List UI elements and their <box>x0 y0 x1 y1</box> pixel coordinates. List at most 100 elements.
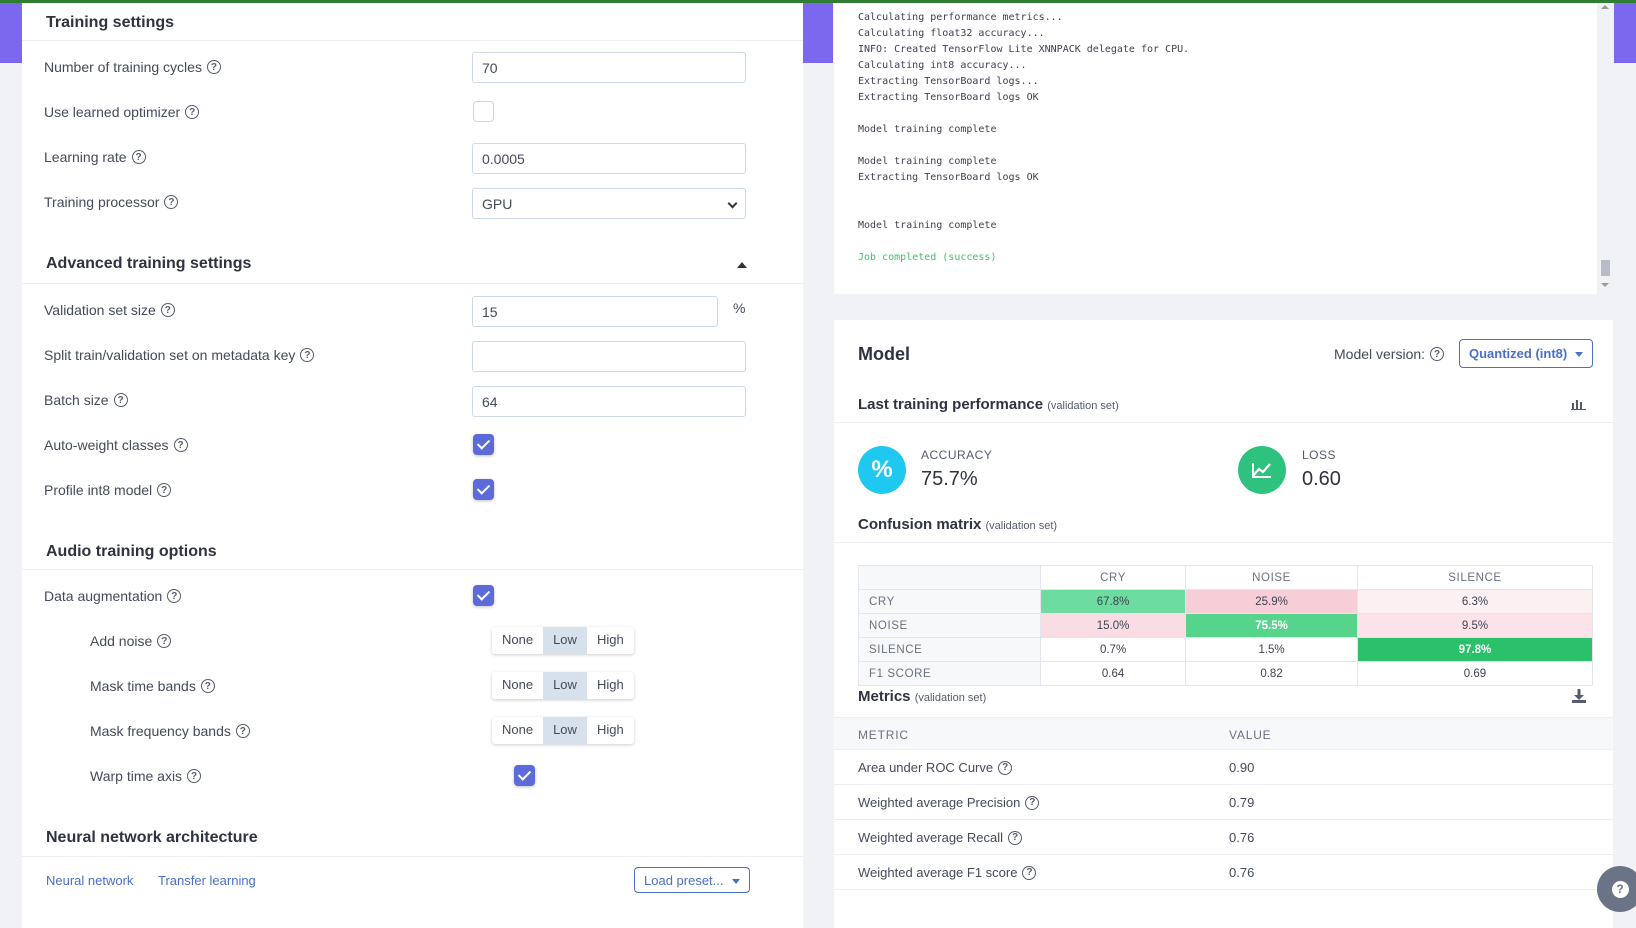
help-icon[interactable]: ? <box>235 724 250 738</box>
matrix-cell: 1.5% <box>1185 637 1358 662</box>
processor-label: Training processor? <box>44 194 179 210</box>
learned-optimizer-checkbox[interactable] <box>473 101 494 122</box>
confusion-matrix-title: Confusion matrix (validation set) <box>858 516 1057 533</box>
scroll-down-icon[interactable] <box>1601 283 1609 287</box>
help-icon[interactable]: ? <box>1430 347 1445 361</box>
help-icon[interactable]: ? <box>998 760 1013 775</box>
top-accent-line <box>0 0 1636 3</box>
download-icon[interactable] <box>1572 689 1586 706</box>
metrics-table-header: METRIC VALUE <box>834 717 1613 750</box>
learning-rate-input[interactable]: 0.0005 <box>472 143 746 174</box>
model-version-label-text: Model version: <box>1334 346 1426 362</box>
mask-frequency-segmented-control[interactable]: None Low High <box>492 717 634 744</box>
scroll-up-icon[interactable] <box>1601 5 1609 9</box>
batch-size-label: Batch size? <box>44 392 128 408</box>
divider <box>22 283 803 284</box>
augmentation-label-text: Data augmentation <box>44 588 163 604</box>
help-icon[interactable]: ? <box>185 105 200 119</box>
metric-value: 0.76 <box>1229 865 1255 880</box>
matrix-cell: 6.3% <box>1356 589 1594 614</box>
metrics-title: Metrics (validation set) <box>858 688 986 705</box>
log-line-success: Job completed (success) <box>858 252 997 263</box>
help-icon[interactable]: ? <box>160 303 175 317</box>
perf-title-text: Last training performance <box>858 396 1044 413</box>
help-icon[interactable]: ? <box>164 195 179 209</box>
load-preset-label: Load preset... <box>644 873 724 888</box>
help-icon[interactable]: ? <box>300 348 315 362</box>
column-header: CRY <box>1039 565 1187 590</box>
scrollbar-thumb[interactable] <box>1601 260 1610 276</box>
help-icon[interactable]: ? <box>187 769 202 783</box>
processor-select[interactable]: GPU <box>472 188 746 219</box>
help-icon[interactable]: ? <box>206 60 221 74</box>
autoweight-label-text: Auto-weight classes <box>44 437 169 453</box>
option-low[interactable]: Low <box>543 717 587 744</box>
help-icon[interactable]: ? <box>131 150 146 164</box>
profile-int8-checkbox[interactable] <box>473 479 494 500</box>
option-low[interactable]: Low <box>543 627 587 654</box>
training-settings-title: Training settings <box>46 14 175 31</box>
option-none[interactable]: None <box>502 632 534 647</box>
split-metadata-input[interactable] <box>472 341 746 372</box>
header-accent-middle <box>803 3 833 63</box>
processor-value: GPU <box>482 196 513 212</box>
mask-time-segmented-control[interactable]: None Low High <box>492 672 634 699</box>
processor-label-text: Training processor <box>44 194 160 210</box>
model-panel: Model Model version:? Quantized (int8) L… <box>834 320 1613 928</box>
augmentation-checkbox[interactable] <box>473 585 494 606</box>
profile-label-text: Profile int8 model <box>44 482 153 498</box>
option-high[interactable]: High <box>596 677 624 692</box>
divider <box>22 856 803 857</box>
log-scrollbar[interactable] <box>1597 3 1614 294</box>
metric-value: 0.79 <box>1229 795 1255 810</box>
row-header: CRY <box>858 589 1041 614</box>
help-icon[interactable]: ? <box>1025 795 1040 810</box>
option-none[interactable]: None <box>502 677 534 692</box>
model-version-dropdown[interactable]: Quantized (int8) <box>1459 339 1594 368</box>
warp-time-checkbox[interactable] <box>514 765 535 786</box>
tab-transfer-learning[interactable]: Transfer learning <box>158 873 256 888</box>
table-row: CRY 67.8% 25.9% 6.3% <box>858 589 1594 614</box>
metrics-subtitle: (validation set) <box>914 692 987 704</box>
learning-rate-label-text: Learning rate <box>44 149 127 165</box>
help-icon[interactable]: ? <box>113 393 128 407</box>
option-none[interactable]: None <box>502 722 534 737</box>
metric-value: 0.90 <box>1229 760 1255 775</box>
log-line: Model training complete <box>858 156 997 167</box>
help-icon[interactable]: ? <box>167 589 182 603</box>
option-high[interactable]: High <box>596 722 624 737</box>
value-column-header: VALUE <box>1229 728 1272 742</box>
help-icon[interactable]: ? <box>1008 830 1023 845</box>
row-header: F1 SCORE <box>858 661 1041 686</box>
metric-name: Weighted average Precision? <box>858 795 1040 810</box>
learned-optimizer-label: Use learned optimizer? <box>44 104 200 120</box>
matrix-cell: 0.7% <box>1039 637 1187 662</box>
option-high[interactable]: High <box>596 632 624 647</box>
divider <box>22 569 803 570</box>
cycles-input[interactable]: 70 <box>472 52 746 83</box>
mask-time-label: Mask time bands? <box>90 678 215 694</box>
accuracy-label: ACCURACY <box>921 448 993 462</box>
help-icon[interactable]: ? <box>173 438 188 452</box>
autoweight-checkbox[interactable] <box>473 434 494 455</box>
model-version-value: Quantized (int8) <box>1469 346 1568 361</box>
load-preset-button[interactable]: Load preset... <box>634 867 750 893</box>
table-row: Weighted average F1 score? 0.76 <box>834 855 1613 890</box>
help-button[interactable]: ? <box>1597 866 1636 912</box>
help-icon[interactable]: ? <box>200 679 215 693</box>
option-low[interactable]: Low <box>543 672 587 699</box>
collapse-caret-icon[interactable] <box>737 262 747 268</box>
log-line: Model training complete <box>858 124 997 135</box>
add-noise-segmented-control[interactable]: None Low High <box>492 627 634 654</box>
metric-name-text: Weighted average F1 score <box>858 865 1018 880</box>
help-icon[interactable]: ? <box>157 634 172 648</box>
batch-size-input[interactable]: 64 <box>472 386 746 417</box>
metric-name: Area under ROC Curve? <box>858 760 1013 775</box>
help-icon[interactable]: ? <box>157 483 172 497</box>
chart-icon[interactable] <box>1571 397 1586 413</box>
validation-size-input[interactable]: 15 <box>472 296 718 327</box>
tab-neural-network[interactable]: Neural network <box>46 873 134 888</box>
table-row: Area under ROC Curve? 0.90 <box>834 750 1613 785</box>
help-icon[interactable]: ? <box>1022 865 1037 880</box>
metric-value: 0.76 <box>1229 830 1255 845</box>
